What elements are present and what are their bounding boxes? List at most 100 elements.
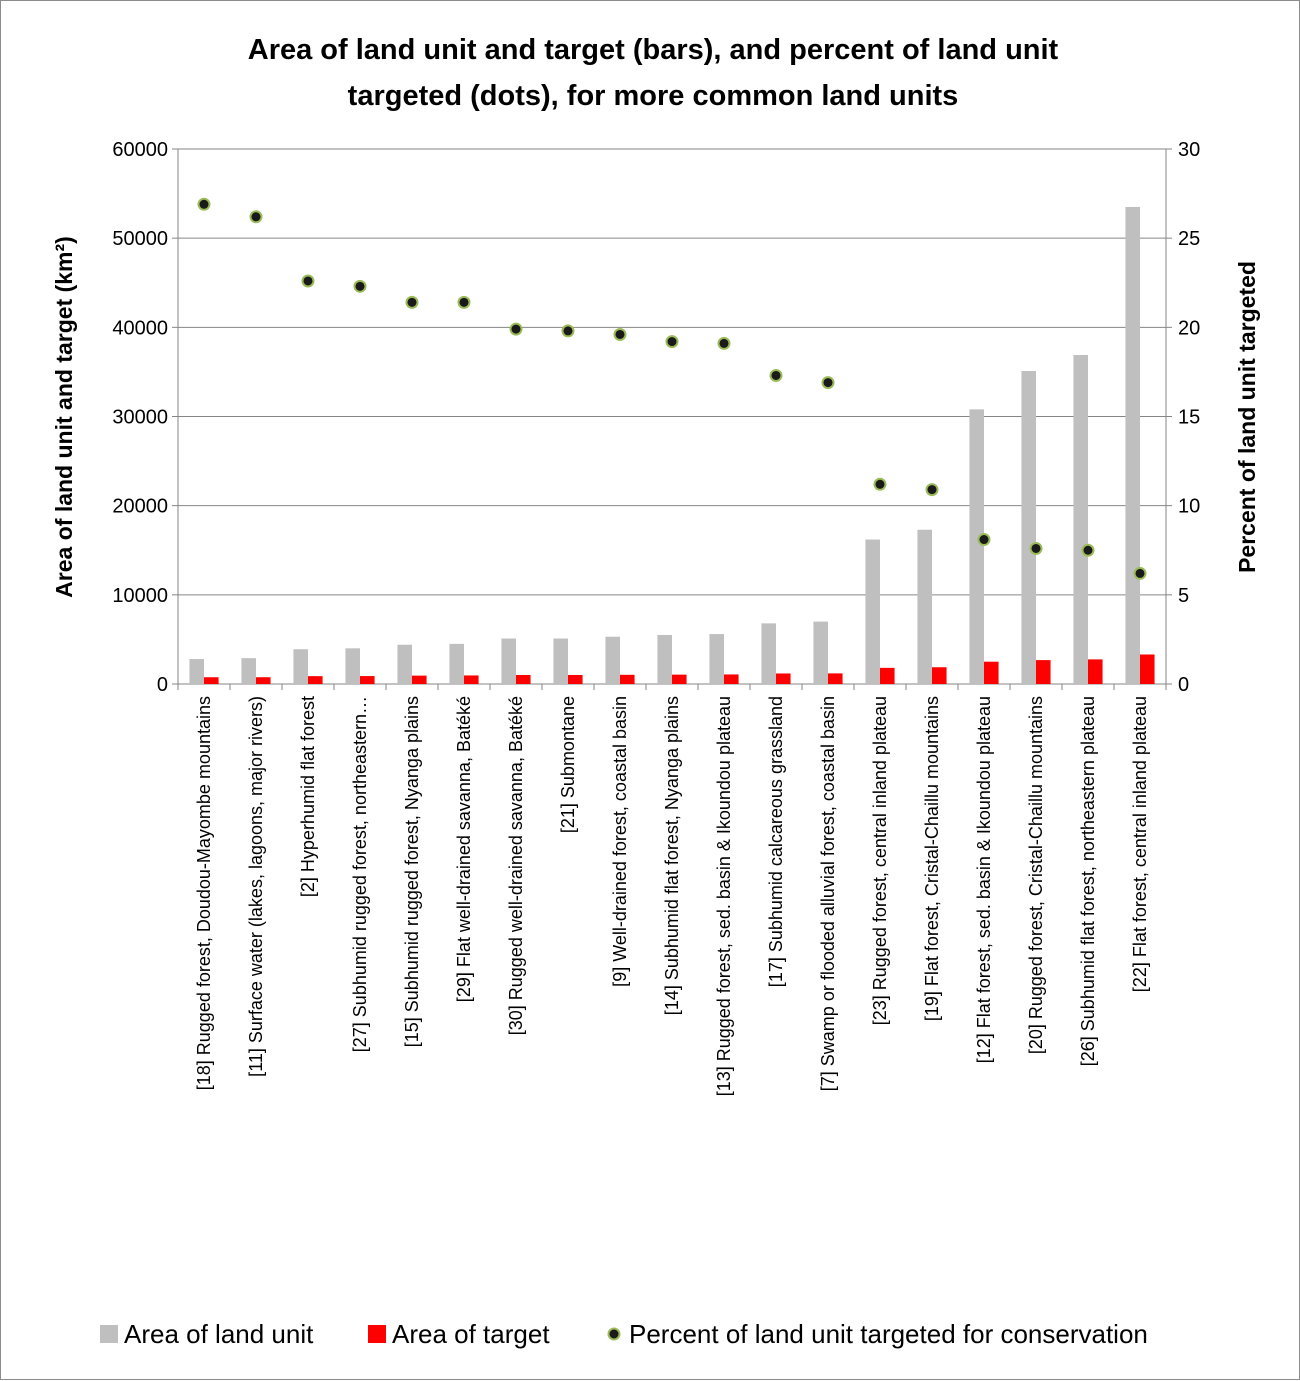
point-percent-targeted xyxy=(561,324,575,338)
bar-area-land-unit xyxy=(1021,371,1036,684)
bar-area-target xyxy=(308,676,323,684)
point-percent-targeted xyxy=(613,327,627,341)
bar-area-target xyxy=(984,661,999,684)
points xyxy=(197,197,1147,580)
y-tick-label-left: 20000 xyxy=(112,496,168,518)
point-percent-targeted xyxy=(509,322,523,336)
point-percent-targeted xyxy=(873,477,887,491)
bar-area-target xyxy=(360,676,375,684)
x-category-label: [20] Rugged forest, Cristal-Chaillu moun… xyxy=(1026,696,1046,1054)
x-category-label: [13] Rugged forest, sed. basin & Ikoundo… xyxy=(714,696,734,1096)
point-percent-targeted xyxy=(1081,543,1095,557)
y-tick-label-left: 0 xyxy=(157,674,168,696)
point-percent-targeted xyxy=(353,279,367,293)
legend-label: Percent of land unit targeted for conser… xyxy=(629,1319,1148,1349)
y-tick-label-right: 10 xyxy=(1178,496,1200,518)
bar-area-land-unit xyxy=(865,539,880,684)
bar-area-land-unit xyxy=(189,659,204,684)
axes: 0 10000 20000 30000 40000 50000 60000 0 5 10 15 20 2… xyxy=(112,139,1200,696)
x-category-label: [22] Flat forest, central inland plateau xyxy=(1130,696,1150,992)
x-category-label: [12] Flat forest, sed. basin & Ikoundou … xyxy=(974,696,994,1063)
y-tick-label-right: 20 xyxy=(1178,317,1200,339)
bar-area-land-unit xyxy=(1125,206,1140,685)
x-category-label: [17] Subhumid calcareous grassland xyxy=(766,696,786,987)
legend-label: Area of target xyxy=(392,1319,550,1349)
bar-area-land-unit xyxy=(709,634,724,684)
y-tick-label-left: 40000 xyxy=(112,317,168,339)
gridlines xyxy=(178,148,1166,596)
bar-area-land-unit xyxy=(761,623,776,684)
bar-area-target xyxy=(1088,659,1103,684)
bar-area-target xyxy=(256,677,271,684)
y-axis-title-left: Area of land unit and target (km²) xyxy=(51,236,77,598)
x-category-label: [15] Subhumid rugged forest, Nyanga plai… xyxy=(402,696,422,1047)
bar-area-land-unit xyxy=(657,634,672,684)
point-percent-targeted xyxy=(197,197,211,211)
legend-label: Area of land unit xyxy=(124,1319,314,1349)
point-percent-targeted xyxy=(977,533,991,547)
x-category-label: [14] Subhumid flat forest, Nyanga plains xyxy=(662,696,682,1015)
bar-area-land-unit xyxy=(969,409,984,684)
bar-area-target xyxy=(828,673,843,684)
x-category-label: [27] Subhumid rugged forest, northeaster… xyxy=(350,696,370,1052)
x-category-label: [2] Hyperhumid flat forest xyxy=(298,696,318,897)
y-tick-label-right: 25 xyxy=(1178,228,1200,250)
legend-swatch xyxy=(368,1325,386,1343)
point-percent-targeted xyxy=(821,376,835,390)
bar-area-land-unit xyxy=(397,644,412,684)
point-percent-targeted xyxy=(301,274,315,288)
bar-area-land-unit xyxy=(1073,354,1088,684)
bar-area-target xyxy=(1036,660,1051,684)
bar-area-land-unit xyxy=(293,649,308,684)
bar-area-land-unit xyxy=(813,621,828,684)
x-category-label: [26] Subhumid flat forest, northeastern … xyxy=(1078,696,1098,1066)
legend-swatch xyxy=(100,1325,118,1343)
x-category-label: [29] Flat well-drained savanna, Batéké xyxy=(454,696,474,1002)
x-category-label: [23] Rugged forest, central inland plate… xyxy=(870,696,890,1025)
point-percent-targeted xyxy=(249,210,263,224)
chart-title: Area of land unit and target (bars), and… xyxy=(248,34,1059,112)
bar-area-target xyxy=(776,673,791,684)
legend: Area of land unit Area of target Percent o… xyxy=(100,1319,1148,1349)
x-category-label: [19] Flat forest, Cristal-Chaillu mounta… xyxy=(922,696,942,1021)
x-category-label: [9] Well-drained forest, coastal basin xyxy=(610,696,630,987)
bar-area-target xyxy=(412,675,427,684)
x-category-label: [30] Rugged well-drained savanna, Batéké xyxy=(506,696,526,1035)
bar-area-target xyxy=(516,674,531,684)
bar-area-target xyxy=(204,677,219,684)
y-tick-label-right: 5 xyxy=(1178,585,1189,607)
y-tick-label-left: 50000 xyxy=(112,228,168,250)
chart-title-line-2: targeted (dots), for more common land un… xyxy=(348,80,959,112)
category-labels: [18] Rugged forest, Doudou-Mayombe mount… xyxy=(194,696,1150,1096)
x-category-label: [7] Swamp or flooded alluvial forest, co… xyxy=(818,696,838,1091)
bar-area-land-unit xyxy=(449,643,464,684)
y-tick-label-left: 60000 xyxy=(112,139,168,161)
bars xyxy=(189,206,1155,685)
bar-area-target xyxy=(932,667,947,684)
bar-area-target xyxy=(568,674,583,684)
bar-area-target xyxy=(672,674,687,684)
bar-area-target xyxy=(620,674,635,684)
y-axis-title-right: Percent of land unit targeted xyxy=(1234,261,1260,573)
legend-swatch xyxy=(607,1327,621,1341)
point-percent-targeted xyxy=(665,335,679,349)
point-percent-targeted xyxy=(405,295,419,309)
x-category-label: [11] Surface water (lakes, lagoons, majo… xyxy=(246,696,266,1077)
y-tick-label-left: 30000 xyxy=(112,407,168,429)
x-category-label: [21] Submontane xyxy=(558,696,578,833)
bar-area-land-unit xyxy=(345,648,360,684)
bar-area-target xyxy=(880,667,895,684)
point-percent-targeted xyxy=(717,336,731,350)
point-percent-targeted xyxy=(1029,541,1043,555)
y-tick-label-right: 0 xyxy=(1178,674,1189,696)
point-percent-targeted xyxy=(1133,566,1147,580)
point-percent-targeted xyxy=(457,295,471,309)
bar-area-land-unit xyxy=(553,638,568,684)
bar-area-land-unit xyxy=(241,658,256,684)
bar-area-land-unit xyxy=(605,636,620,684)
bar-area-target xyxy=(464,675,479,684)
point-percent-targeted xyxy=(925,483,939,497)
y-tick-label-right: 30 xyxy=(1178,139,1200,161)
bar-area-target xyxy=(724,674,739,684)
